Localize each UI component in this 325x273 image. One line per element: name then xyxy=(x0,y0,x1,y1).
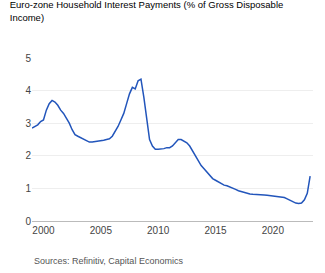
svg-text:Sources: Refinitiv, Capital Ec: Sources: Refinitiv, Capital Economics xyxy=(34,256,183,266)
svg-text:2000: 2000 xyxy=(32,225,55,236)
svg-text:2005: 2005 xyxy=(90,225,113,236)
svg-text:2: 2 xyxy=(25,150,31,161)
svg-text:2020: 2020 xyxy=(262,225,285,236)
svg-text:1: 1 xyxy=(25,183,31,194)
svg-text:3: 3 xyxy=(25,118,31,129)
svg-text:4: 4 xyxy=(25,85,31,96)
svg-text:2015: 2015 xyxy=(204,225,227,236)
svg-text:Euro-zone Household Interest P: Euro-zone Household Interest Payments (%… xyxy=(10,0,284,23)
svg-text:2010: 2010 xyxy=(147,225,170,236)
svg-text:0: 0 xyxy=(25,216,31,227)
svg-text:5: 5 xyxy=(25,53,31,64)
